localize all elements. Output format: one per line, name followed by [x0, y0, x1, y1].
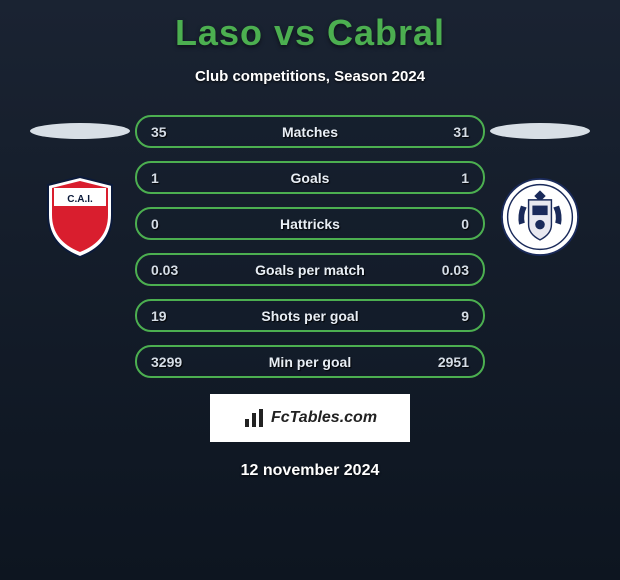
stat-right-value: 0.03 [429, 262, 469, 278]
stat-label: Goals [191, 170, 429, 186]
brand-text: FcTables.com [271, 409, 377, 427]
circular-badge-icon [500, 175, 580, 259]
svg-text:C.A.I.: C.A.I. [67, 194, 93, 205]
stat-label: Goals per match [191, 262, 429, 278]
stat-left-value: 1 [151, 170, 191, 186]
stat-label: Matches [191, 124, 429, 140]
shield-icon: C.A.I. [40, 175, 120, 259]
stat-label: Shots per goal [191, 308, 429, 324]
stats-column: 35 Matches 31 1 Goals 1 0 Hattricks 0 0.… [135, 115, 485, 378]
player-right-col [485, 115, 595, 257]
stat-right-value: 2951 [429, 354, 469, 370]
stat-row-hattricks: 0 Hattricks 0 [135, 207, 485, 240]
stat-right-value: 31 [429, 124, 469, 140]
club-badge-left: C.A.I. [40, 177, 120, 257]
stat-right-value: 1 [429, 170, 469, 186]
stat-left-value: 3299 [151, 354, 191, 370]
stat-left-value: 0 [151, 216, 191, 232]
stat-row-goals: 1 Goals 1 [135, 161, 485, 194]
subtitle: Club competitions, Season 2024 [0, 68, 620, 85]
stat-left-value: 19 [151, 308, 191, 324]
stat-right-value: 0 [429, 216, 469, 232]
stat-row-matches: 35 Matches 31 [135, 115, 485, 148]
player-placeholder-right [490, 123, 590, 139]
stat-label: Hattricks [191, 216, 429, 232]
player-placeholder-left [30, 123, 130, 139]
club-badge-right [500, 177, 580, 257]
stat-row-shots-per-goal: 19 Shots per goal 9 [135, 299, 485, 332]
stat-label: Min per goal [191, 354, 429, 370]
page-title: Laso vs Cabral [0, 0, 620, 54]
stat-right-value: 9 [429, 308, 469, 324]
stat-left-value: 35 [151, 124, 191, 140]
stat-row-goals-per-match: 0.03 Goals per match 0.03 [135, 253, 485, 286]
chart-icon [243, 407, 265, 429]
brand-box[interactable]: FcTables.com [210, 394, 410, 442]
player-left-col: C.A.I. [25, 115, 135, 257]
page-date: 12 november 2024 [0, 462, 620, 480]
stat-row-min-per-goal: 3299 Min per goal 2951 [135, 345, 485, 378]
stat-left-value: 0.03 [151, 262, 191, 278]
main-content: C.A.I. 35 Matches 31 1 Goals 1 0 Hattric… [0, 115, 620, 378]
